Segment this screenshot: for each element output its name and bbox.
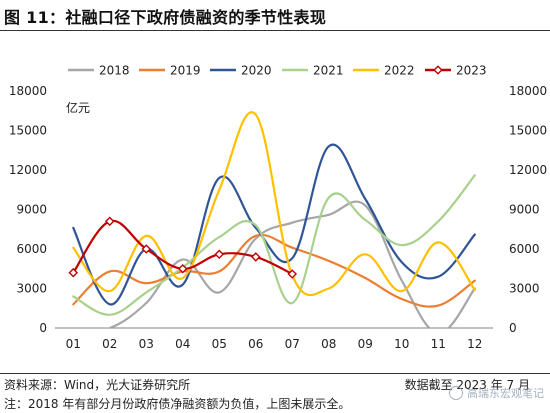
- y-tick-label-left: 6000: [16, 242, 47, 256]
- data-point-2023: [214, 249, 225, 260]
- legend-label-2022: 2022: [384, 64, 415, 78]
- legend-label-2018: 2018: [99, 64, 130, 78]
- x-tick-label: 05: [212, 337, 227, 351]
- data-point-2023: [68, 267, 79, 278]
- x-tick-label: 07: [285, 337, 300, 351]
- y-tick-label-left: 3000: [16, 282, 47, 296]
- source-note: 资料来源：Wind，光大证券研究所: [4, 378, 191, 392]
- y-tick-label-left: 15000: [9, 124, 47, 138]
- x-tick-label: 08: [321, 337, 336, 351]
- legend-marker-2023: [433, 65, 443, 75]
- series-line-2020: [72, 143, 476, 306]
- series-line-2021: [72, 174, 476, 316]
- x-tick-label: 12: [467, 337, 482, 351]
- data-point-2023: [287, 269, 298, 279]
- y-tick-label-right: 15000: [509, 124, 547, 138]
- y-tick-label-right: 12000: [509, 163, 547, 177]
- legend-label-2020: 2020: [241, 64, 272, 78]
- data-point-2023: [177, 263, 188, 274]
- chart-title: 图 11：社融口径下政府债融资的季节性表现: [4, 8, 327, 27]
- axes: 0 3000 6000 9000 12000 15000 18000 0 3000 6000 900…: [9, 84, 547, 351]
- y-tick-label-right: 3000: [509, 282, 540, 296]
- title-divider: [0, 30, 550, 31]
- x-tick-label: 04: [175, 337, 190, 351]
- footnote: 注：2018 年有部分月份政府债净融资额为负值，上图未展示全。: [4, 397, 351, 411]
- legend-label-2023: 2023: [456, 64, 487, 78]
- x-tick-label: 10: [394, 337, 409, 351]
- data-point-2023: [141, 244, 152, 254]
- series-line-2022: [72, 111, 476, 297]
- y-tick-label-left: 9000: [16, 203, 47, 217]
- y-tick-label-left: 18000: [9, 84, 47, 98]
- data-point-2023: [104, 216, 115, 227]
- y-axis-label: 亿元: [66, 100, 90, 115]
- data-point-2023: [250, 252, 261, 262]
- x-tick-label: 06: [248, 337, 263, 351]
- y-tick-label-right: 9000: [509, 203, 540, 217]
- x-tick-label: 09: [358, 337, 373, 351]
- series-line-2018: [105, 200, 476, 328]
- watermark-text: 高瑞东宏观笔记: [467, 387, 544, 400]
- line-chart: 2018 2019 2020 2021 2022 2023 0 3000 6000 9000 12…: [9, 64, 547, 352]
- y-tick-label-left: 0: [39, 321, 47, 335]
- x-tick-label: 01: [66, 337, 81, 351]
- data-date: 数据截至 2023 年 7 月: [404, 378, 530, 392]
- y-tick-label-left: 12000: [9, 163, 47, 177]
- series-lines: [72, 111, 476, 328]
- x-tick-label: 03: [139, 337, 154, 351]
- series-markers: [68, 216, 298, 279]
- legend-label-2019: 2019: [170, 64, 201, 78]
- y-tick-label-right: 6000: [509, 242, 540, 256]
- x-tick-label: 11: [431, 337, 446, 351]
- wechat-icon: [449, 386, 463, 400]
- series-line-2019: [72, 233, 476, 308]
- x-tick-label: 02: [102, 337, 117, 351]
- legend-label-2021: 2021: [313, 64, 344, 78]
- y-tick-label-right: 0: [509, 321, 517, 335]
- legend: 2018 2019 2020 2021 2022 2023: [68, 64, 487, 78]
- y-tick-label-right: 18000: [509, 84, 547, 98]
- footer-divider: [0, 373, 550, 374]
- watermark: 高瑞东宏观笔记: [449, 385, 544, 401]
